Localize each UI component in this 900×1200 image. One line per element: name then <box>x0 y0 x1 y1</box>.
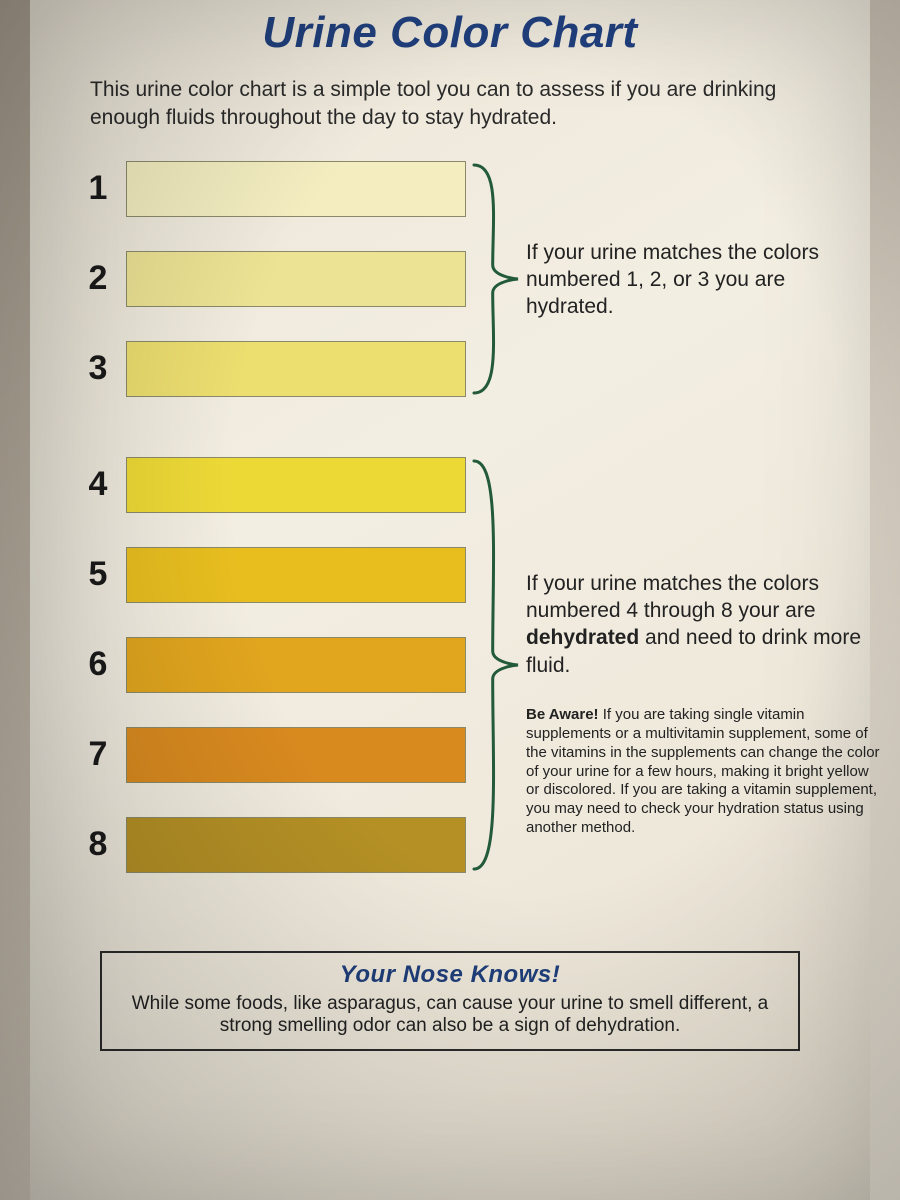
chart-title: Urine Color Chart <box>30 0 870 58</box>
footer-title: Your Nose Knows! <box>124 961 776 989</box>
color-swatch <box>126 251 466 307</box>
level-number: 3 <box>70 349 126 388</box>
level-number: 7 <box>70 735 126 774</box>
color-row-1: 1 <box>70 161 830 217</box>
be-aware-label: Be Aware! <box>526 706 599 723</box>
level-number: 2 <box>70 259 126 298</box>
footer-callout: Your Nose Knows! While some foods, like … <box>100 951 800 1051</box>
level-number: 5 <box>70 555 126 594</box>
level-number: 6 <box>70 645 126 684</box>
level-number: 1 <box>70 169 126 208</box>
color-swatch <box>126 547 466 603</box>
be-aware-text: If you are taking single vitamin supplem… <box>526 706 880 836</box>
level-number: 8 <box>70 825 126 864</box>
footer-body: While some foods, like asparagus, can ca… <box>124 993 776 1037</box>
color-swatch <box>126 637 466 693</box>
color-scale-chart: 12345678If your urine matches the colors… <box>70 161 830 921</box>
color-swatch <box>126 161 466 217</box>
poster-sheet: Urine Color Chart This urine color chart… <box>30 0 870 1200</box>
intro-text: This urine color chart is a simple tool … <box>90 76 810 133</box>
annotation-hydrated: If your urine matches the colors numbere… <box>526 239 870 321</box>
color-swatch <box>126 727 466 783</box>
annotation-be-aware: Be Aware! If you are taking single vitam… <box>526 706 880 837</box>
color-row-3: 3 <box>70 341 830 397</box>
color-swatch <box>126 341 466 397</box>
color-swatch <box>126 457 466 513</box>
color-row-4: 4 <box>70 457 830 513</box>
annotation-dehydrated: If your urine matches the colors numbere… <box>526 570 870 679</box>
color-swatch <box>126 817 466 873</box>
level-number: 4 <box>70 465 126 504</box>
